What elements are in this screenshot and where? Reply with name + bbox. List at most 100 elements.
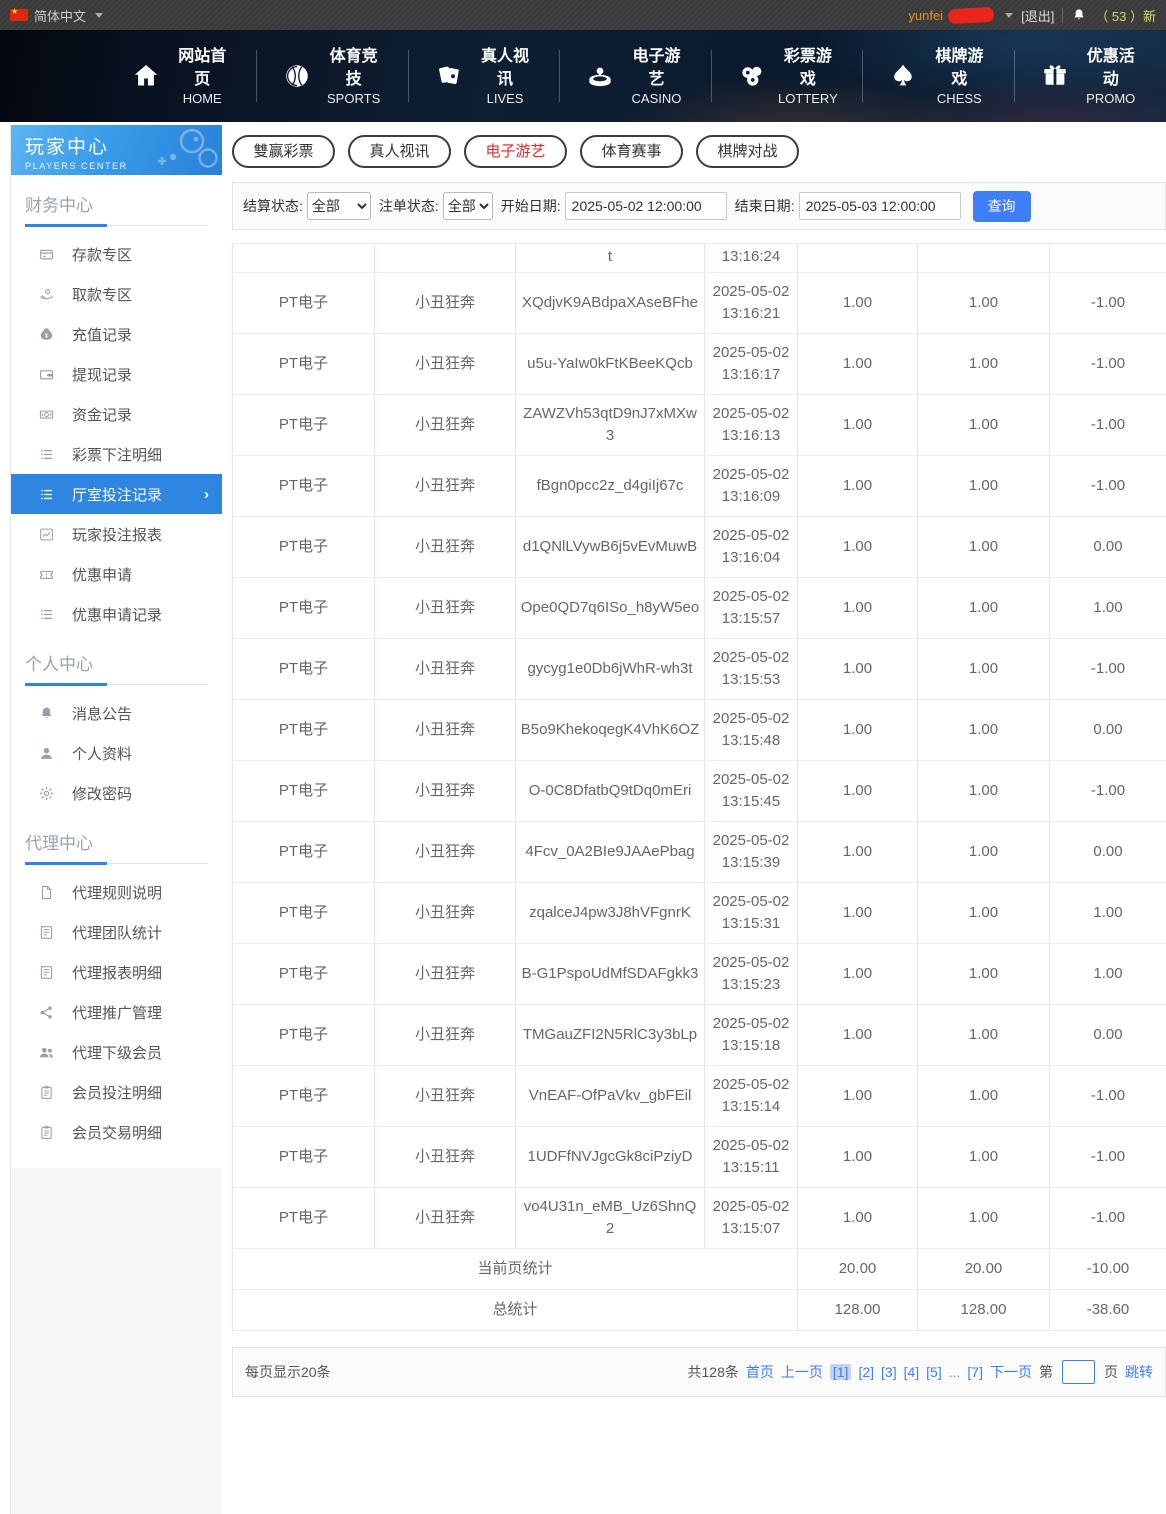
sidebar-item-label: 代理报表明细 [72,964,163,982]
nav-item[interactable]: 电子游艺 CASINO [560,46,713,106]
sidebar-item[interactable]: 优惠申请记录 [11,594,222,634]
nav-item[interactable]: 网站首页 HOME [106,46,258,106]
divider [1062,7,1064,23]
summary-label: 总统计 [232,1289,798,1331]
page-link[interactable]: 首页 [745,1364,774,1380]
nav-item[interactable]: 体育竞技 SPORTS [257,46,410,107]
sidebar-item[interactable]: 代理报表明细 [11,952,222,992]
sidebar-item[interactable]: 修改密码 [11,773,222,813]
sidebar-item-label: 厅室投注记录 [72,486,163,504]
cell-win-loss: 0.00 [1049,699,1166,761]
nav-item[interactable]: 棋牌游戏 CHESS [863,46,1015,106]
cell-provider [232,243,375,273]
page-link[interactable]: 下一页 [990,1364,1032,1380]
page-link[interactable]: [7] [967,1364,983,1380]
category-tab[interactable]: 真人视讯 [348,135,451,168]
sidebar-item[interactable]: 消息公告 [11,693,222,733]
page-link[interactable]: 上一页 [780,1364,823,1380]
start-date-label: 开始日期: [500,198,561,214]
cell-order-id: 4Fcv_0A2BIe9JAAePbag [515,821,705,883]
logout-button[interactable]: [退出] [1021,8,1055,24]
page-link[interactable]: [1] [829,1364,852,1380]
summary-bet: 128.00 [797,1289,918,1331]
sidebar-item-icon [38,566,55,583]
section-divider [25,683,208,686]
sidebar-item[interactable]: 资金记录 [11,394,222,434]
page-jump-input[interactable] [1062,1360,1095,1384]
search-button[interactable]: 查询 [972,190,1031,222]
username-text: yunfei [908,7,944,23]
page-link[interactable]: [2] [858,1364,875,1380]
summary-valid: 20.00 [917,1248,1050,1290]
category-tab[interactable]: 体育赛事 [580,135,683,168]
cell-win-loss: 1.00 [1049,577,1166,639]
sidebar-item-icon [38,964,55,981]
cell-provider: PT电子 [232,821,375,883]
table-row: PT电子 小丑狂奔 vo4U31n_eMB_Uz6ShnQ2 2025-05-0… [232,1187,1166,1249]
table-row: PT电子 小丑狂奔 B-G1PspoUdMfSDAFgkk3 2025-05-0… [232,943,1166,1005]
sidebar-item[interactable]: 存款专区 [11,234,222,274]
cell-bet-amount: 1.00 [797,333,918,395]
language-selector[interactable]: 简体中文 [34,8,87,24]
nav-item[interactable]: 优惠活动 PROMO [1015,46,1166,106]
cell-game: 小丑狂奔 [374,882,516,944]
bell-icon[interactable] [1071,7,1087,23]
chevron-down-icon[interactable] [95,12,104,18]
end-date-input[interactable] [798,192,961,220]
sidebar-item[interactable]: 彩票下注明细 [11,434,222,474]
cell-bet-amount: 1.00 [797,699,918,761]
page-link[interactable]: [4] [903,1364,920,1380]
nav-label-en: SPORTS [327,91,381,107]
sidebar-item[interactable]: 代理团队统计 [11,912,222,952]
page-link[interactable]: [3] [881,1364,897,1380]
sidebar-item-icon [38,924,55,941]
cell-datetime: 2025-05-02 13:15:14 [704,1065,798,1127]
sidebar-item-label: 充值记录 [72,326,133,344]
sidebar-item[interactable]: 玩家投注报表 [11,514,222,554]
table-row-partial: t 13:16:24 [232,243,1166,273]
order-status-select[interactable]: 全部 [442,192,493,220]
notice-count[interactable]: （ 53 ）新 [1095,8,1156,24]
category-tab[interactable]: 棋牌对战 [696,135,799,168]
nav-item[interactable]: 彩票游戏 LOTTERY [712,46,864,106]
category-tab[interactable]: 电子游艺 [464,135,567,168]
cell-game: 小丑狂奔 [374,943,516,1005]
cell-result [1049,243,1166,273]
jump-button[interactable]: 跳转 [1125,1364,1153,1380]
settle-status-select[interactable]: 全部 [306,192,371,220]
sidebar-item-label: 会员投注明细 [72,1084,163,1102]
sidebar-item[interactable]: 优惠申请 [11,554,222,594]
table-row: PT电子 小丑狂奔 zqalceJ4pw3J8hVFgnrK 2025-05-0… [232,882,1166,944]
page-link[interactable]: [5] [926,1364,942,1380]
cell-provider: PT电子 [232,1065,375,1127]
category-tab[interactable]: 雙赢彩票 [232,135,335,168]
cell-bet-amount: 1.00 [797,821,918,883]
chevron-down-icon[interactable] [1005,12,1014,18]
cell-datetime: 2025-05-02 13:15:31 [704,882,798,944]
sidebar-item[interactable]: 个人资料 [11,733,222,773]
top-strip: 简体中文 yunfei [退出] （ 53 ）新 [0,0,1166,30]
cell-win-loss: 1.00 [1049,882,1166,944]
start-date-input[interactable] [564,192,727,220]
cell-bet-amount: 1.00 [797,455,918,517]
sidebar-item[interactable]: 代理下级会员 [11,1032,222,1072]
sidebar-header: 玩家中心 PLAYERS CENTER [11,125,222,175]
nav-label-zh: 网站首页 [178,48,227,89]
sidebar-item[interactable]: 充值记录 [11,314,222,354]
cell-provider: PT电子 [232,760,375,822]
sidebar-item-label: 代理下级会员 [72,1044,163,1062]
page-link[interactable]: ... [948,1364,961,1380]
nav-label-en: PROMO [1086,91,1136,107]
sidebar-item[interactable]: 取款专区 [11,274,222,314]
nav-item[interactable]: 真人视讯 LIVES [409,46,561,106]
cell-order-id: B5o9KhekoqegK4VhK6OZ [515,699,705,761]
sidebar-item[interactable]: 厅室投注记录 › [11,474,222,514]
sidebar-item[interactable]: 代理规则说明 [11,872,222,912]
cell-order-id: d1QNlLVywB6j5vEvMuwB [515,516,705,578]
cell-order-id: TMGauZFI2N5RlC3y3bLp [515,1004,705,1066]
nav-icon [282,61,312,91]
sidebar-item[interactable]: 提现记录 [11,354,222,394]
sidebar-item[interactable]: 代理推广管理 [11,992,222,1032]
sidebar-item[interactable]: 会员投注明细 [11,1072,222,1112]
sidebar-item[interactable]: 会员交易明细 [11,1112,222,1152]
